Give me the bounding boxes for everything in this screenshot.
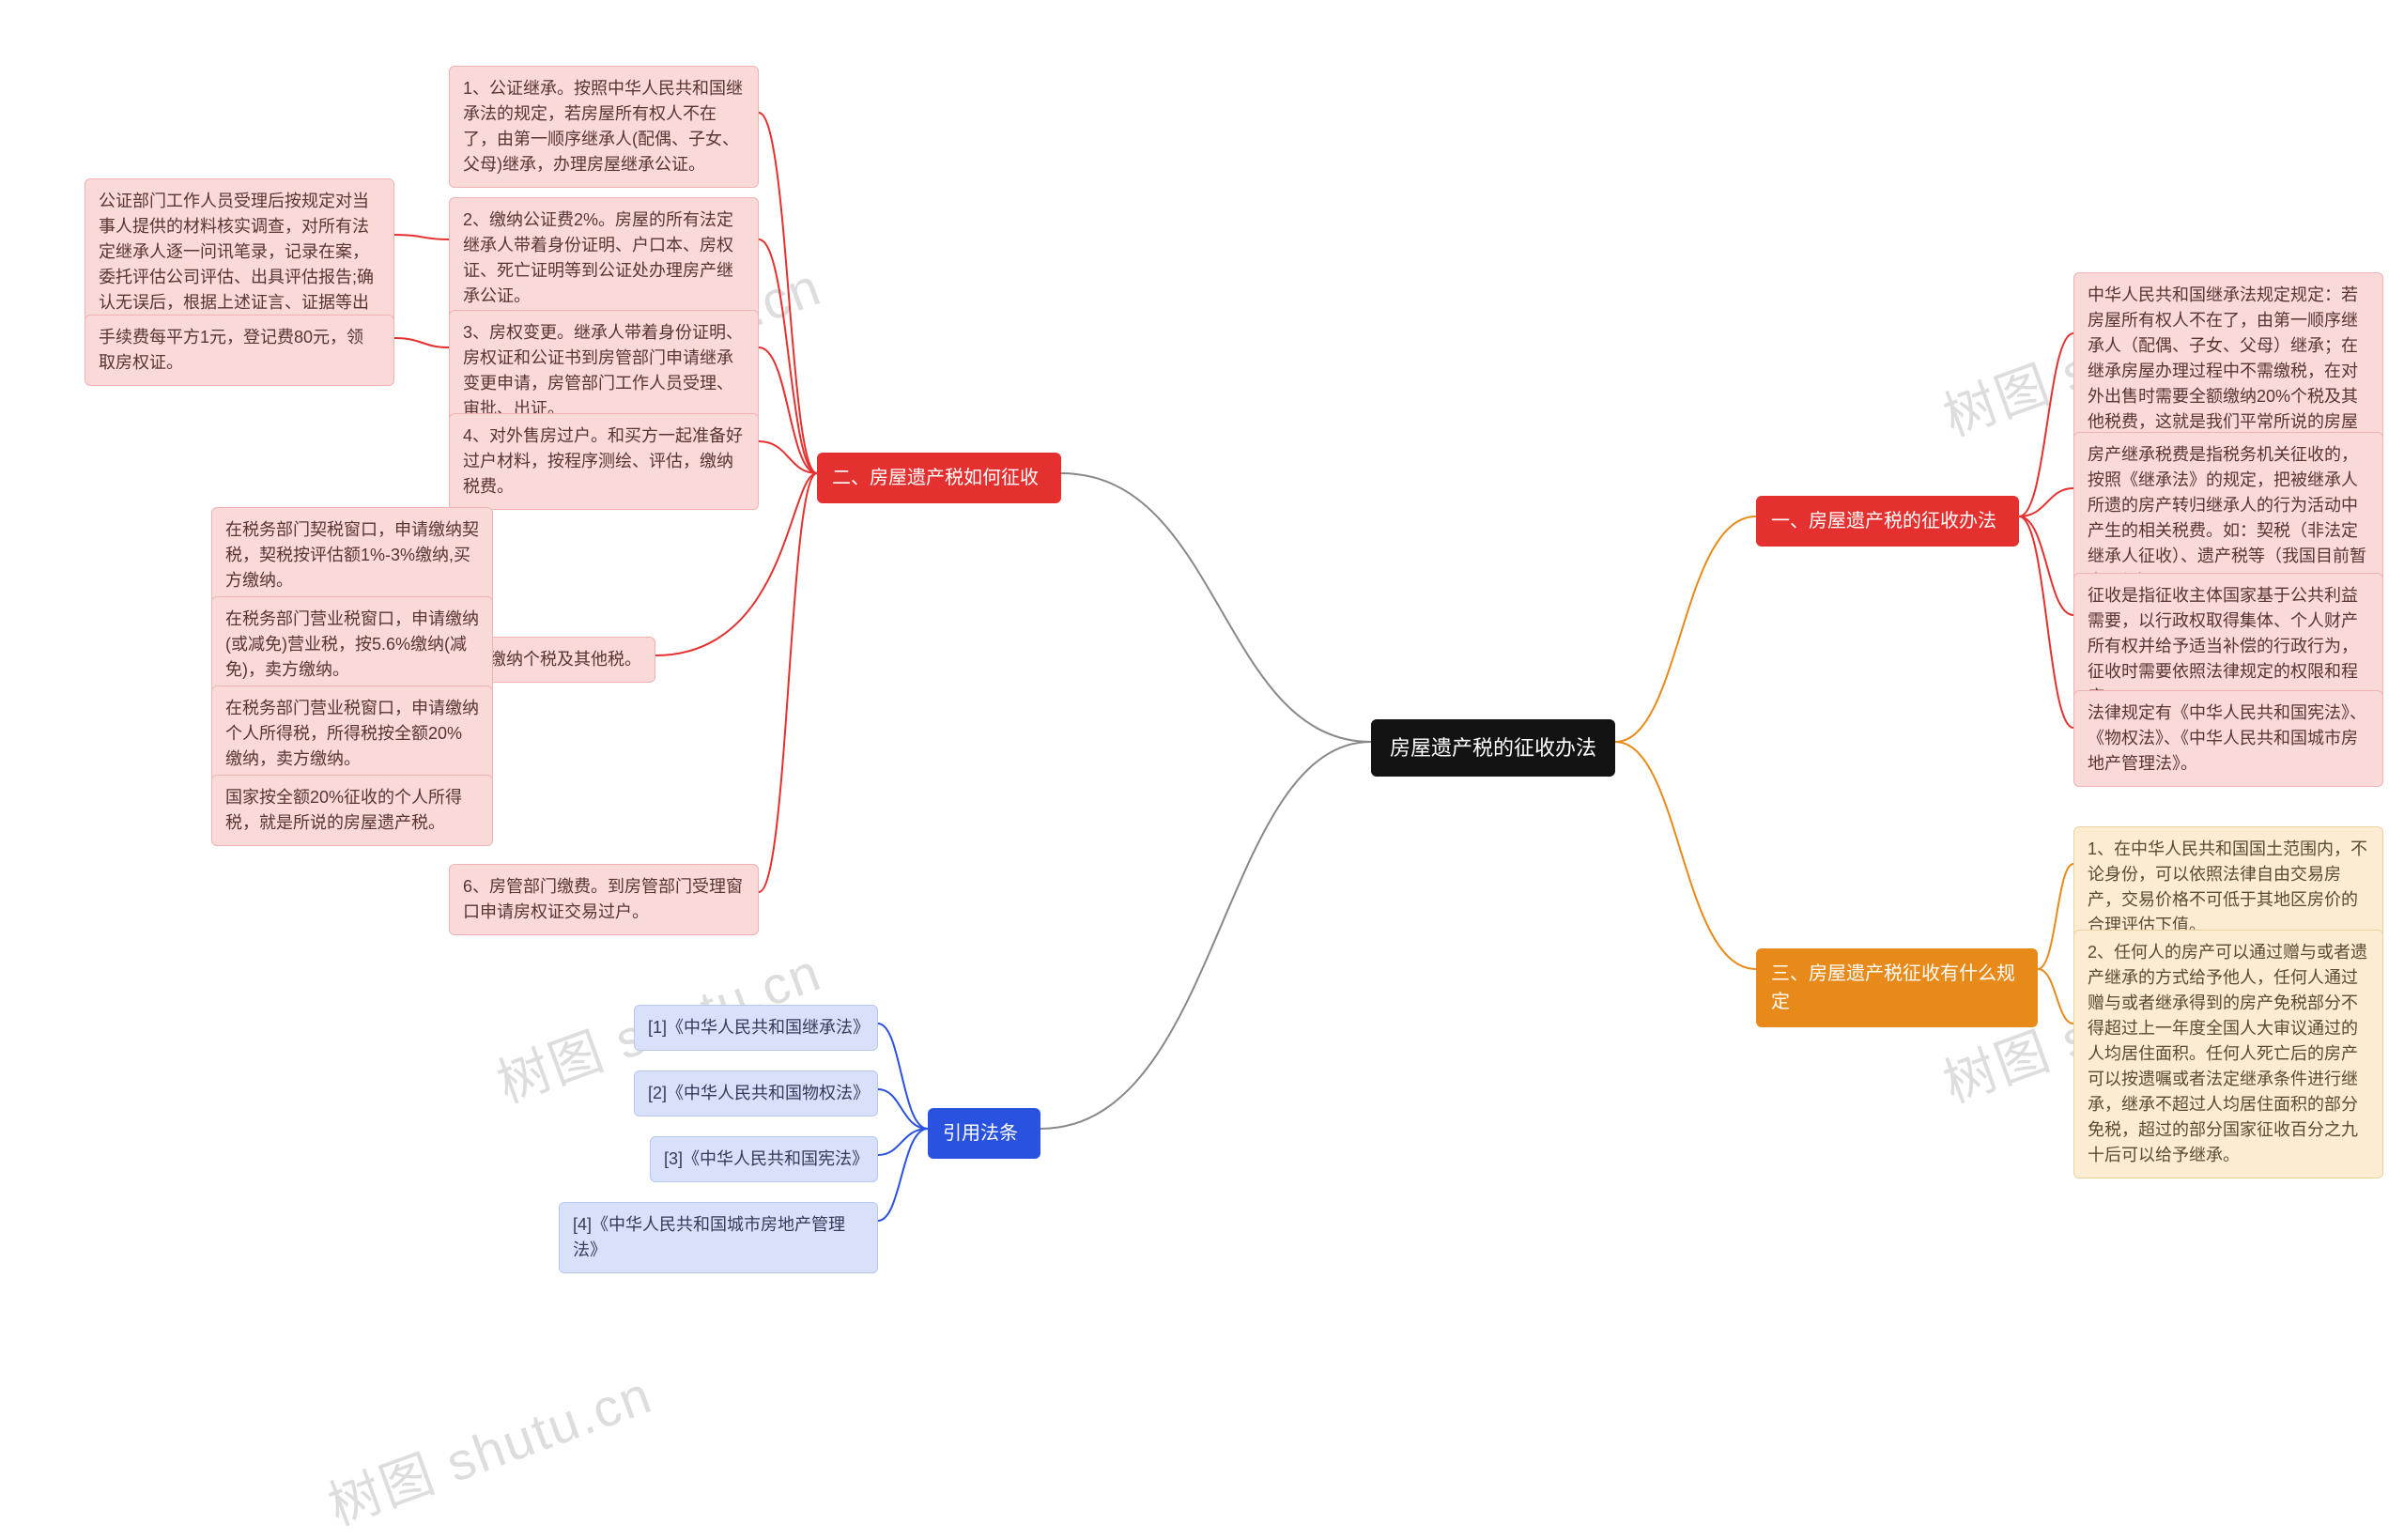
- branch-legal-references[interactable]: 引用法条: [928, 1108, 1040, 1159]
- mindmap-root[interactable]: 房屋遗产税的征收办法: [1371, 719, 1615, 777]
- leaf-b3-2[interactable]: 2、任何人的房产可以通过赠与或者遗产继承的方式给予他人，任何人通过赠与或者继承得…: [2073, 930, 2383, 1178]
- leaf-b4-2[interactable]: [2]《中华人民共和国物权法》: [634, 1070, 878, 1116]
- branch-how-to-collect[interactable]: 二、房屋遗产税如何征收: [817, 453, 1061, 503]
- watermark: 树图 shutu.cn: [316, 1353, 661, 1540]
- leaf-b2-5d[interactable]: 国家按全额20%征收的个人所得税，就是所说的房屋遗产税。: [211, 775, 493, 846]
- leaf-b2-5b[interactable]: 在税务部门营业税窗口，申请缴纳(或减免)营业税，按5.6%缴纳(减免)，卖方缴纳…: [211, 596, 493, 693]
- leaf-b2-2[interactable]: 2、缴纳公证费2%。房屋的所有法定继承人带着身份证明、户口本、房权证、死亡证明等…: [449, 197, 759, 319]
- leaf-b2-3-sub[interactable]: 手续费每平方1元，登记费80元，领取房权证。: [85, 315, 394, 386]
- leaf-b2-5c[interactable]: 在税务部门营业税窗口，申请缴纳个人所得税，所得税按全额20%缴纳，卖方缴纳。: [211, 685, 493, 782]
- leaf-b4-3[interactable]: [3]《中华人民共和国宪法》: [650, 1136, 878, 1182]
- branch-regulations[interactable]: 三、房屋遗产税征收有什么规定: [1756, 948, 2038, 1027]
- leaf-b2-5a[interactable]: 在税务部门契税窗口，申请缴纳契税，契税按评估额1%-3%缴纳,买方缴纳。: [211, 507, 493, 604]
- leaf-b4-1[interactable]: [1]《中华人民共和国继承法》: [634, 1005, 878, 1051]
- branch-collection-methods[interactable]: 一、房屋遗产税的征收办法: [1756, 496, 2019, 547]
- leaf-b1-4[interactable]: 法律规定有《中华人民共和国宪法》、《物权法》、《中华人民共和国城市房地产管理法》…: [2073, 690, 2383, 787]
- leaf-b2-4[interactable]: 4、对外售房过户。和买方一起准备好过户材料，按程序测绘、评估，缴纳税费。: [449, 413, 759, 510]
- leaf-b4-4[interactable]: [4]《中华人民共和国城市房地产管理法》: [559, 1202, 878, 1273]
- leaf-b2-6[interactable]: 6、房管部门缴费。到房管部门受理窗口申请房权证交易过户。: [449, 864, 759, 935]
- leaf-b2-1[interactable]: 1、公证继承。按照中华人民共和国继承法的规定，若房屋所有权人不在了，由第一顺序继…: [449, 66, 759, 188]
